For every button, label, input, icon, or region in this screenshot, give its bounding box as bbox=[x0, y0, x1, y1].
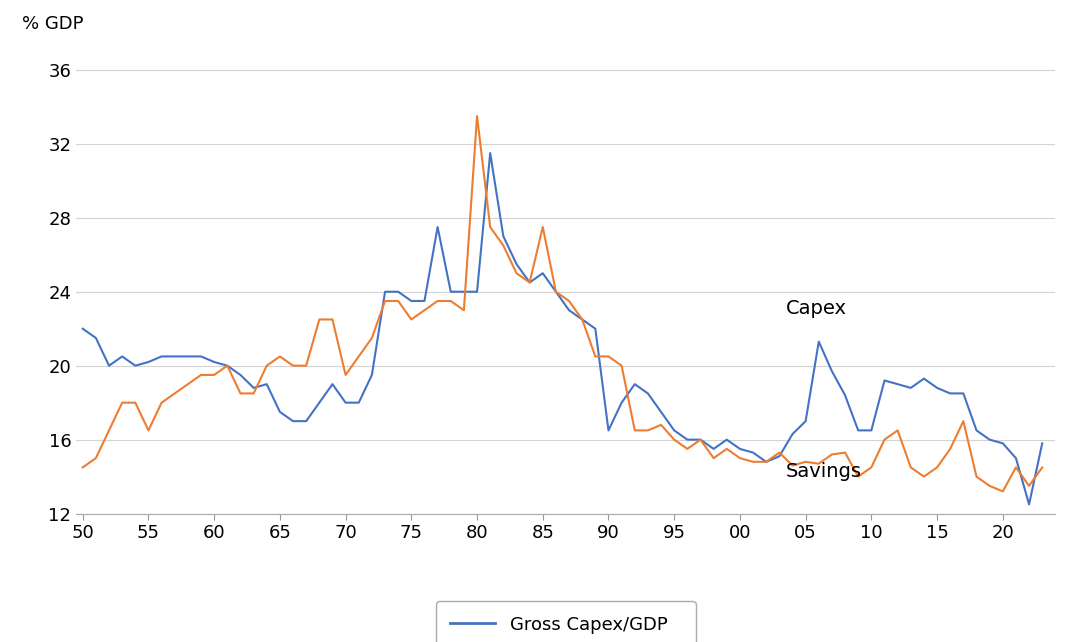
Text: % GDP: % GDP bbox=[23, 15, 84, 33]
Text: Capex: Capex bbox=[786, 299, 846, 318]
Legend: Gross Capex/GDP, Gross Savings/GDP: Gross Capex/GDP, Gross Savings/GDP bbox=[435, 601, 696, 642]
Text: Savings: Savings bbox=[786, 462, 862, 481]
